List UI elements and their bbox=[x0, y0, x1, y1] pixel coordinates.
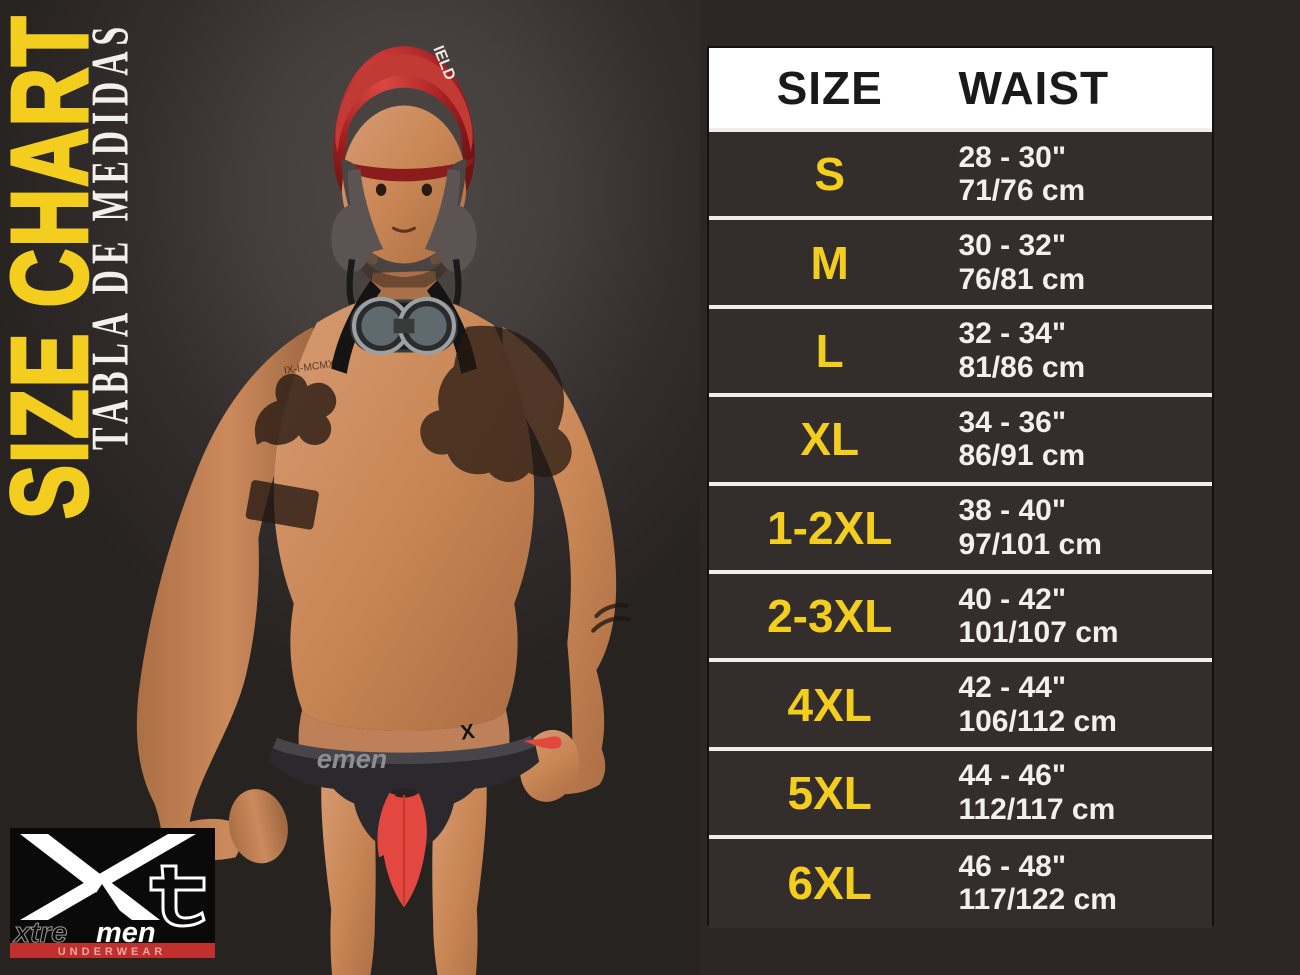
svg-text:emen: emen bbox=[317, 744, 388, 774]
svg-text:UNDERWEAR: UNDERWEAR bbox=[58, 946, 167, 958]
